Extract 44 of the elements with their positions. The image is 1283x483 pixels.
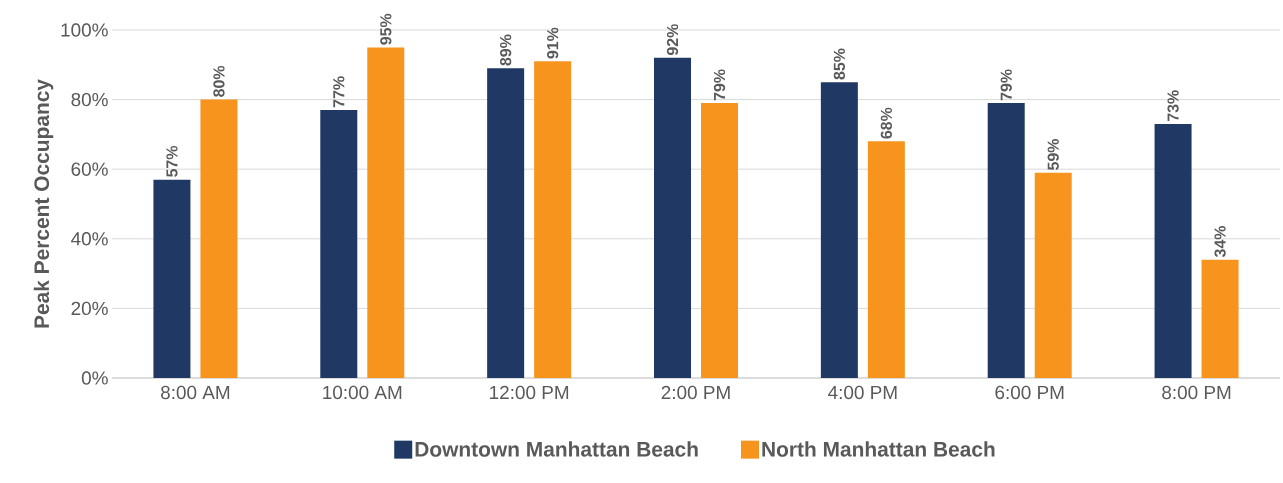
data-label: 91% [547, 27, 559, 59]
data-label: 79% [1000, 69, 1012, 101]
y-axis-title: Peak Percent Occupancy [33, 79, 54, 328]
bar [867, 141, 905, 378]
x-tick-label: 10:00 AM [323, 385, 402, 400]
data-label: 79% [713, 69, 726, 101]
bar [200, 99, 238, 378]
bar [487, 68, 525, 378]
bar [987, 103, 1025, 378]
bar [320, 110, 358, 378]
bar [367, 47, 405, 378]
data-label: 57% [166, 145, 178, 177]
y-tick-label: 60% [71, 162, 108, 176]
bar [1154, 123, 1192, 378]
bar [1201, 259, 1239, 378]
data-label: 89% [500, 34, 512, 66]
x-tick-label: 8:00 PM [1162, 385, 1231, 400]
x-tick-label: 6:00 PM [995, 385, 1064, 400]
data-label: 68% [880, 107, 892, 139]
data-label: 95% [380, 13, 392, 45]
x-tick-label: 2:00 PM [661, 385, 730, 400]
bar [654, 57, 691, 378]
bar [701, 103, 738, 378]
data-label: 80% [213, 65, 225, 97]
legend-label: North Manhattan Beach [762, 441, 995, 457]
bar [820, 82, 858, 378]
legend-label: Downtown Manhattan Beach [415, 441, 698, 457]
bar [153, 179, 191, 378]
bar [534, 61, 572, 378]
data-label: 59% [1047, 138, 1059, 170]
bar [1034, 172, 1072, 378]
data-label: 34% [1214, 225, 1226, 258]
y-tick-label: 40% [71, 232, 108, 246]
y-tick-label: 0% [81, 371, 108, 385]
y-tick-label: 80% [71, 92, 108, 107]
data-label: 92% [666, 24, 679, 56]
y-tick-label: 100% [61, 23, 108, 37]
x-tick-label: 4:00 PM [828, 385, 897, 400]
x-tick-label: 8:00 AM [161, 385, 230, 400]
data-label: 73% [1167, 90, 1179, 122]
x-tick-label: 12:00 PM [490, 385, 569, 400]
data-label: 77% [333, 76, 345, 108]
y-tick-label: 20% [71, 301, 108, 316]
data-label: 85% [833, 48, 845, 80]
